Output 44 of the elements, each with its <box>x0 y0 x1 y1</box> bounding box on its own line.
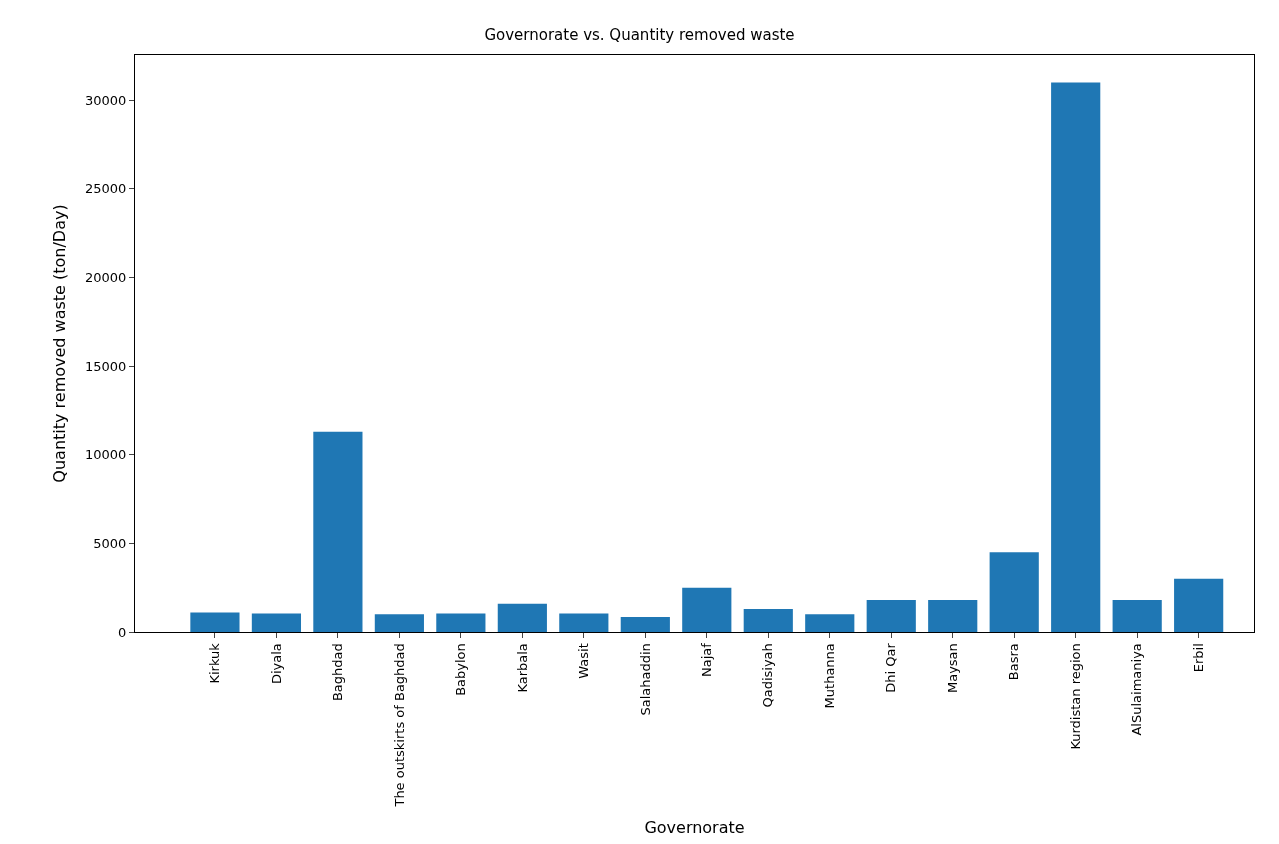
bar <box>866 600 916 632</box>
bar <box>620 616 670 632</box>
bar <box>1174 578 1224 632</box>
x-tick-label: Babylon <box>453 643 469 696</box>
x-tick-label: Erbil <box>1190 643 1206 673</box>
x-tick-label: Qadisiyah <box>760 643 776 708</box>
y-tick-label: 30000 <box>85 92 127 108</box>
y-axis-title: Quantity removed waste (ton/Day) <box>49 204 69 483</box>
bar <box>743 608 793 632</box>
bar <box>190 612 240 632</box>
bar <box>989 552 1039 632</box>
bar <box>682 587 732 632</box>
y-tick-label: 20000 <box>85 270 127 286</box>
x-tick-label: Kurdistan region <box>1067 643 1083 750</box>
bar <box>497 603 547 632</box>
x-tick-label: Basra <box>1006 643 1022 681</box>
x-tick-label: Muthanna <box>821 643 837 709</box>
x-tick-label: Salahaddin <box>637 643 653 716</box>
bar <box>436 613 486 632</box>
x-tick-label: AlSulaimaniya <box>1129 643 1145 736</box>
x-tick-label: Wasit <box>576 643 592 679</box>
bar <box>1112 600 1162 632</box>
x-tick-label: Kirkuk <box>207 642 223 684</box>
chart-title: Governorate vs. Quantity removed waste <box>484 26 795 45</box>
x-tick-label: Diyala <box>268 643 284 685</box>
x-tick-label: Dhi Qar <box>883 642 899 693</box>
bar <box>1051 82 1101 632</box>
bar <box>313 431 363 632</box>
y-tick-label: 15000 <box>85 358 127 374</box>
y-tick-label: 10000 <box>85 447 127 463</box>
x-tick-label: Karbala <box>514 643 530 693</box>
y-tick-label: 25000 <box>85 181 127 197</box>
y-tick-label: 5000 <box>93 535 127 551</box>
bar <box>928 600 978 632</box>
bar <box>374 614 424 632</box>
bar <box>559 613 609 632</box>
x-tick-label: The outskirts of Baghdad <box>391 643 407 808</box>
bar <box>251 613 302 632</box>
x-tick-label: Baghdad <box>330 643 346 702</box>
x-tick-label: Maysan <box>944 643 960 694</box>
x-tick-label: Najaf <box>699 642 715 678</box>
x-axis-title: Governorate <box>644 818 745 838</box>
y-tick-label: 0 <box>118 624 127 640</box>
bar <box>805 614 855 632</box>
